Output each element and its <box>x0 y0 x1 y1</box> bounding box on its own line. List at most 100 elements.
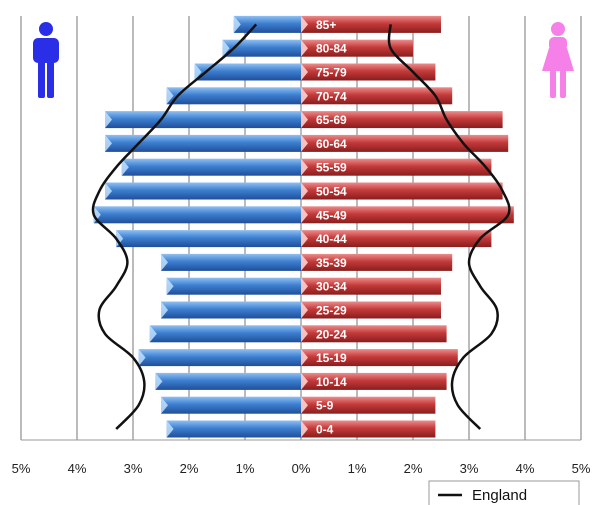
female-bar-cap <box>301 301 308 319</box>
female-bar <box>301 396 436 414</box>
female-bar <box>301 349 458 367</box>
gridlines <box>20 16 582 441</box>
age-group-label: 70-74 <box>316 89 347 103</box>
x-axis-ticks: 5% 4% 3% 2% 1% 0% 1% 2% 3% 4% 5% <box>12 461 591 476</box>
age-group-label: 0-4 <box>316 423 334 437</box>
female-bar <box>301 230 492 248</box>
bars-layer <box>93 15 514 438</box>
x-tick-label: 1% <box>348 461 367 476</box>
male-bar-cap <box>166 277 174 295</box>
male-bar-cap <box>155 372 163 390</box>
female-bar <box>301 87 453 105</box>
female-bar-cap <box>301 396 308 414</box>
female-figure-icon <box>542 22 574 98</box>
age-group-label: 85+ <box>316 18 336 32</box>
legend: England <box>428 480 580 505</box>
female-bar <box>301 253 453 271</box>
male-bar <box>166 420 301 438</box>
male-bar-cap <box>166 420 174 438</box>
female-bar <box>301 39 413 57</box>
x-tick-label: 4% <box>516 461 535 476</box>
x-tick-label: 0% <box>292 461 311 476</box>
female-bar <box>301 372 447 390</box>
age-group-label: 40-44 <box>316 232 347 246</box>
age-group-label: 10-14 <box>316 375 347 389</box>
female-bar <box>301 277 441 295</box>
male-bar <box>233 15 301 33</box>
age-group-label: 65-69 <box>316 113 347 127</box>
female-bar <box>301 206 514 224</box>
female-bar-cap <box>301 420 308 438</box>
female-bar-cap <box>301 206 308 224</box>
female-bar <box>301 182 503 200</box>
male-bar <box>105 111 301 129</box>
male-bar <box>194 63 301 81</box>
x-tick-label: 5% <box>12 461 31 476</box>
england-lines-layer <box>91 23 511 430</box>
male-bar-cap <box>161 301 168 319</box>
male-bar-cap <box>149 325 157 343</box>
age-group-label: 15-19 <box>316 351 347 365</box>
age-group-label: 80-84 <box>316 42 347 56</box>
age-group-label: 5-9 <box>316 399 334 413</box>
female-bar-cap <box>301 325 308 343</box>
female-bar <box>301 158 492 176</box>
male-bar-cap <box>222 39 230 57</box>
female-bar-cap <box>301 87 308 105</box>
female-bar-cap <box>301 349 308 367</box>
female-bar-cap <box>301 63 308 81</box>
x-tick-label: 2% <box>404 461 423 476</box>
male-bar-cap <box>105 182 112 200</box>
male-bar <box>155 372 301 390</box>
female-bar-cap <box>301 277 308 295</box>
x-tick-label: 1% <box>236 461 255 476</box>
x-tick-label: 5% <box>572 461 591 476</box>
male-figure-icon <box>33 22 59 98</box>
male-bar <box>138 349 301 367</box>
age-group-label: 75-79 <box>316 66 347 80</box>
male-bar-cap <box>105 134 112 152</box>
female-bar-cap <box>301 182 308 200</box>
male-bar-cap <box>233 15 241 33</box>
female-bar <box>301 15 441 33</box>
age-group-label: 20-24 <box>316 327 347 341</box>
male-bar-cap <box>121 158 129 176</box>
age-group-label: 30-34 <box>316 280 347 294</box>
female-bar <box>301 325 447 343</box>
male-bar <box>222 39 301 57</box>
female-bar <box>301 134 509 152</box>
male-bar <box>121 158 301 176</box>
male-bar-cap <box>161 396 168 414</box>
female-bar <box>301 111 503 129</box>
male-bar-cap <box>138 349 146 367</box>
male-bar <box>105 134 301 152</box>
male-bar <box>105 182 301 200</box>
legend-england-label: England <box>472 487 527 504</box>
female-bar-cap <box>301 253 308 271</box>
male-bar-cap <box>161 253 168 271</box>
male-bar <box>161 253 301 271</box>
female-bar-cap <box>301 158 308 176</box>
female-bar-cap <box>301 372 308 390</box>
male-bar <box>166 277 301 295</box>
male-bar-cap <box>166 87 174 105</box>
male-bar-cap <box>194 63 202 81</box>
male-bar-cap <box>105 111 112 129</box>
age-group-label: 60-64 <box>316 137 347 151</box>
male-bar <box>149 325 301 343</box>
age-group-label: 50-54 <box>316 185 347 199</box>
x-tick-label: 4% <box>68 461 87 476</box>
male-bar <box>166 87 301 105</box>
x-tick-label: 3% <box>460 461 479 476</box>
age-group-label: 45-49 <box>316 208 347 222</box>
male-bar <box>161 396 301 414</box>
x-tick-label: 2% <box>180 461 199 476</box>
england-line-male <box>91 23 258 430</box>
age-group-label: 25-29 <box>316 304 347 318</box>
female-bar-cap <box>301 134 308 152</box>
female-bar-cap <box>301 15 308 33</box>
age-labels-layer: 0-4 5-9 10-14 15-19 20-24 25-29 30-34 35-39 40-4… <box>316 18 347 437</box>
female-bar <box>301 301 441 319</box>
female-bar-cap <box>301 111 308 129</box>
